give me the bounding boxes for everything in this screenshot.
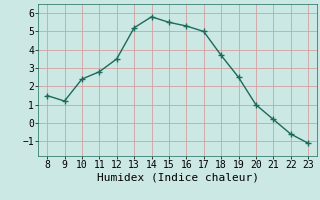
X-axis label: Humidex (Indice chaleur): Humidex (Indice chaleur): [97, 173, 259, 183]
